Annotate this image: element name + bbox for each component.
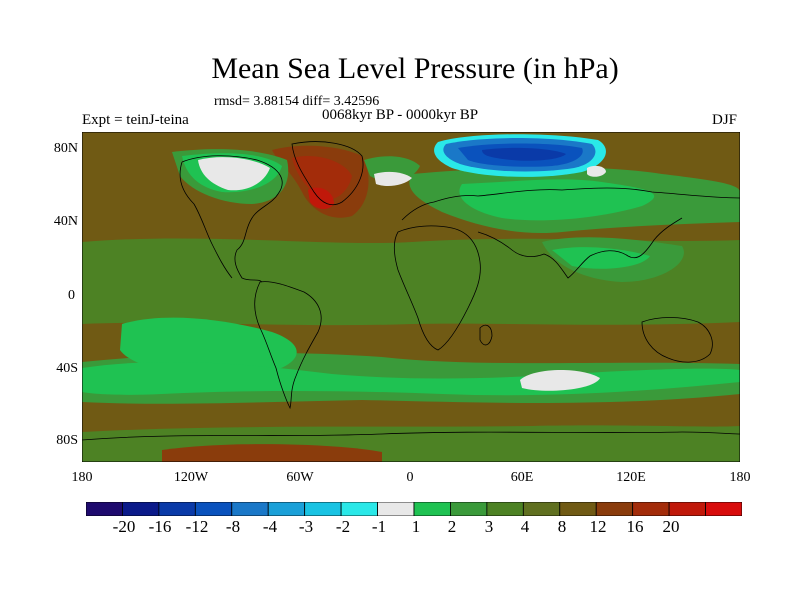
colorbar-box — [668, 502, 706, 516]
madagascar-coast — [479, 324, 493, 346]
south-america-coast — [254, 281, 322, 410]
antarctica-coast — [82, 431, 740, 441]
colorbar-box — [231, 502, 269, 516]
siberia-anomaly — [459, 179, 655, 221]
colorbar-box — [194, 502, 233, 516]
colorbar-box — [377, 502, 415, 516]
map-title: Mean Sea Level Pressure (in hPa) — [211, 52, 619, 85]
pressure-difference-map — [82, 132, 740, 462]
colorbar-label: 8 — [557, 517, 567, 536]
indian-ocean-anomaly — [552, 247, 650, 269]
north-america-west-coast — [179, 161, 233, 279]
colorbar — [86, 502, 742, 516]
colorbar-box — [304, 502, 342, 516]
colorbar-label: -2 — [335, 517, 351, 536]
colorbar-label: 20 — [662, 517, 680, 536]
lon-label-120e: 120E — [616, 470, 646, 485]
lon-label-0: 0 — [406, 470, 414, 485]
greenland-coast — [291, 141, 364, 206]
colorbar-box — [86, 502, 123, 516]
colorbar-box — [486, 502, 524, 516]
colorbar-label: 12 — [589, 517, 607, 536]
south-indian-patch — [520, 369, 600, 391]
colorbar-box — [122, 502, 160, 516]
colorbar-label: -20 — [112, 517, 136, 536]
colorbar-label: -12 — [185, 517, 209, 536]
lon-label-180e: 180 — [729, 470, 751, 485]
arctic-negative-core — [482, 147, 566, 161]
colorbar-label: -8 — [225, 517, 241, 536]
siberian-patch — [587, 165, 606, 177]
colorbar-box — [632, 502, 670, 516]
lon-label-60w: 60W — [286, 470, 314, 485]
coastlines — [82, 141, 740, 441]
experiment-label: Expt = teinJ-teina — [82, 112, 189, 128]
lat-label-40s: 40S — [56, 361, 78, 376]
colorbar-box — [267, 502, 306, 516]
colorbar-box — [522, 502, 561, 516]
colorbar-box — [413, 502, 451, 516]
antarctic-positive-anomaly — [162, 444, 382, 462]
africa-coast — [393, 225, 481, 351]
eurasia-north-coast — [401, 187, 740, 221]
colorbar-label: 2 — [447, 517, 457, 536]
lon-label-180w: 180 — [71, 470, 93, 485]
lat-label-40n: 40N — [53, 214, 78, 229]
scandinavia-patch — [374, 171, 412, 186]
season-label: DJF — [712, 112, 738, 128]
colorbar-box — [158, 502, 196, 516]
colorbar-label: -3 — [298, 517, 314, 536]
time-period-label: 0068kyr BP - 0000kyr BP — [322, 107, 479, 123]
lon-label-60e: 60E — [510, 470, 534, 485]
colorbar-box — [595, 502, 634, 516]
colorbar-label: 16 — [626, 517, 644, 536]
lat-label-80n: 80N — [53, 141, 78, 156]
north-america-coast — [181, 155, 283, 283]
greenland-strong-anomaly — [292, 156, 352, 200]
colorbar-box — [705, 502, 742, 516]
colorbar-box — [340, 502, 378, 516]
laurentide-patch — [198, 157, 270, 191]
lon-label-120w: 120W — [173, 470, 209, 485]
colorbar-box — [450, 502, 488, 516]
colorbar-box — [559, 502, 597, 516]
asia-south-coast — [477, 217, 683, 279]
colorbar-label: -4 — [262, 517, 278, 536]
colorbar-label: 4 — [520, 517, 530, 536]
colorbar-label: -16 — [148, 517, 172, 536]
lat-label-equator: 0 — [68, 288, 75, 303]
colorbar-label: 1 — [411, 517, 421, 536]
rmsd-diff-stats: rmsd= 3.88154 diff= 3.42596 — [214, 94, 380, 109]
australia-coast — [641, 317, 713, 363]
colorbar-label: -1 — [371, 517, 387, 536]
lat-label-80s: 80S — [56, 433, 78, 448]
colorbar-label: 3 — [484, 517, 494, 536]
